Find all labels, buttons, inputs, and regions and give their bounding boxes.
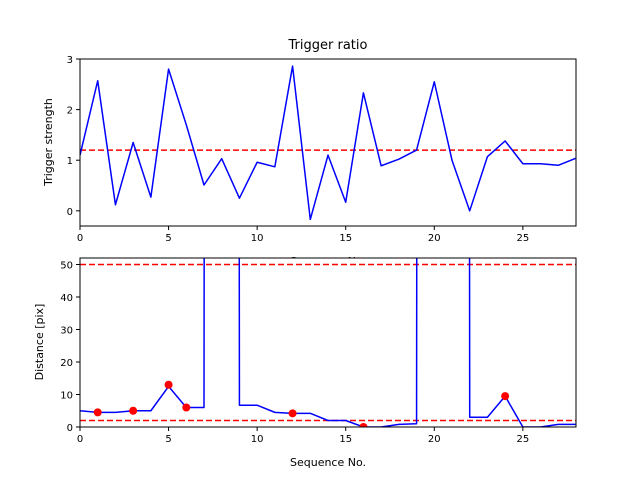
x-tick-label: 10: [251, 233, 264, 244]
y-tick-label: 50: [60, 261, 73, 272]
y-tick-label: 3: [67, 55, 73, 66]
trigger-ratio-ticks: 0 5 10 15 20 25 0 1 2 3: [67, 55, 530, 244]
x-tick-label: 20: [428, 434, 441, 445]
distance-ticks: 0 5 10 15 20 25 0 10 20 30 40 50: [60, 261, 529, 446]
y-tick-label: 10: [60, 391, 73, 402]
distance-xlabel: Sequence No.: [290, 456, 366, 469]
distance-series: [80, 258, 576, 427]
data-point-marker: [164, 380, 173, 389]
y-tick-label: 40: [60, 293, 73, 304]
data-point-marker: [288, 409, 297, 418]
data-point-marker: [129, 406, 138, 415]
distance-plot: 0 5 10 15 20 25 0 10 20 30 40 50 Sequence No. Dista…: [33, 257, 577, 469]
y-tick-label: 1: [67, 156, 73, 167]
y-tick-label: 0: [67, 207, 73, 218]
x-tick-label: 0: [77, 233, 83, 244]
distance-ylabel: Distance [pix]: [33, 304, 46, 381]
data-point-marker: [359, 423, 368, 427]
distance-markers: [93, 380, 510, 427]
x-tick-label: 25: [516, 233, 529, 244]
distance-plot-background: [80, 258, 576, 427]
x-tick-label: 10: [251, 434, 264, 445]
y-tick-label: 30: [60, 326, 73, 337]
trigger-ratio-ylabel: Trigger strength: [42, 98, 55, 187]
x-tick-label: 25: [516, 434, 529, 445]
x-tick-label: 0: [77, 434, 83, 445]
distance-axes-frame: [79, 257, 577, 428]
y-tick-label: 2: [67, 106, 73, 117]
x-tick-label: 15: [339, 233, 352, 244]
trigger-ratio-axes-frame: [79, 58, 577, 227]
data-point-marker: [501, 392, 510, 401]
data-point-marker: [93, 408, 102, 417]
trigger-ratio-title: Trigger ratio: [288, 38, 368, 53]
y-tick-label: 0: [67, 423, 73, 434]
x-tick-label: 15: [339, 434, 352, 445]
data-point-marker: [182, 403, 191, 412]
x-tick-label: 20: [428, 233, 441, 244]
y-tick-label: 20: [60, 358, 73, 369]
x-tick-label: 5: [165, 434, 171, 445]
x-tick-label: 5: [165, 233, 171, 244]
series-line: [80, 258, 576, 427]
series-line: [80, 65, 576, 221]
trigger-strength-series: [80, 65, 576, 221]
